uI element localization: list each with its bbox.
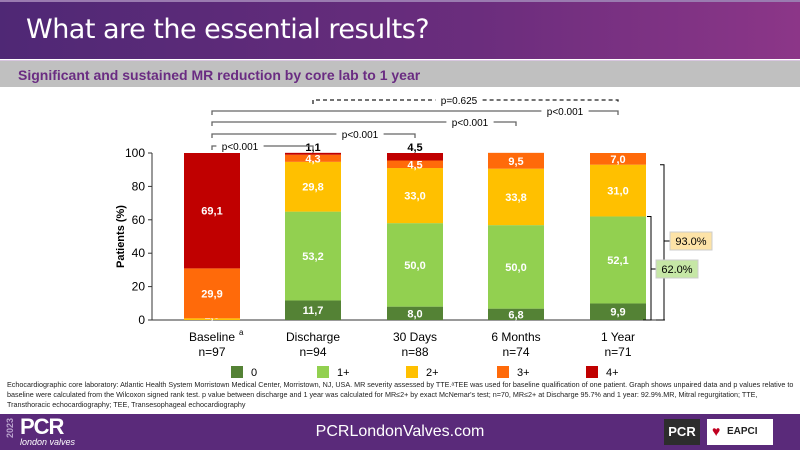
data-label: 11,7	[303, 305, 324, 317]
data-label: 29,8	[302, 182, 323, 194]
footer-url[interactable]: PCRLondonValves.com	[315, 423, 485, 440]
bar-segment-0	[590, 303, 646, 320]
data-label: 4,3	[305, 153, 320, 165]
legend-swatch-1+	[317, 366, 329, 378]
comparison-bracket	[211, 145, 314, 150]
legend-swatch-2+	[406, 366, 418, 378]
y-tick-label: 0	[138, 313, 145, 327]
partner-pcr-logo: PCR	[664, 419, 700, 445]
y-tick-label: 40	[132, 246, 146, 260]
footnote: Echocardiographic core laboratory: Atlan…	[7, 380, 794, 409]
y-tick-label: 80	[132, 179, 146, 193]
legend-label: 4+	[606, 367, 619, 379]
x-tick-n: n=74	[502, 345, 529, 359]
x-tick-label: 6 Months	[491, 330, 540, 344]
slide-header: What are the essential results?	[0, 0, 800, 59]
bar-segment-2+	[387, 168, 443, 224]
bar-segment-3+	[488, 152, 544, 169]
bar-segment-3+	[387, 160, 443, 169]
legend-label: 0	[251, 367, 257, 379]
x-tick-label: Baseline	[189, 330, 235, 344]
bar-segment-0	[488, 308, 544, 320]
data-label: 33,0	[404, 191, 425, 203]
bar-segment-2+	[590, 164, 646, 217]
comparison-bracket	[211, 121, 517, 126]
bar-segment-2+	[488, 168, 544, 226]
x-tick-superscript: a	[239, 328, 244, 337]
bar-segment-3+	[285, 154, 341, 162]
p-value-label: p<0.001	[452, 118, 489, 129]
bar-segment-1+	[488, 225, 544, 309]
pcr-logo-sub: london valves	[20, 437, 76, 447]
cumulative-bracket	[656, 164, 665, 321]
data-label: 50,0	[404, 260, 425, 272]
bar-segment-4+	[387, 153, 443, 161]
y-tick-label: 20	[132, 280, 146, 294]
bar-segment-4+	[285, 152, 341, 155]
bar-segment-1+	[387, 223, 443, 307]
data-label: 52,1	[607, 255, 628, 267]
data-label: 53,2	[302, 251, 323, 263]
bar-segment-2+	[184, 318, 240, 320]
data-label: 29,9	[201, 288, 222, 300]
comparison-bracket	[211, 133, 416, 138]
legend-label: 2+	[426, 367, 439, 379]
pcr-logo: PCR	[20, 414, 64, 439]
data-label: 31,0	[607, 186, 628, 198]
x-tick-n: n=94	[299, 345, 326, 359]
data-label: 4,5	[407, 142, 422, 154]
data-label: 9,5	[508, 156, 523, 168]
data-label: 33,8	[505, 192, 526, 204]
legend-swatch-4+	[586, 366, 598, 378]
footer: 2023 PCR london valves PCRLondonValves.c…	[0, 414, 800, 450]
data-label: 50,0	[505, 262, 526, 274]
eapci-logo: EAPCI	[707, 419, 773, 445]
y-axis-label: Patients (%)	[115, 205, 127, 268]
data-label: 7,0	[610, 154, 625, 166]
data-label: 9,9	[610, 307, 625, 319]
data-label: 69,1	[201, 206, 222, 218]
x-tick-label: 1 Year	[601, 330, 635, 344]
heart-icon: ♥	[712, 423, 721, 439]
y-tick-label: 60	[132, 213, 146, 227]
legend-swatch-3+	[497, 366, 509, 378]
bar-segment-0	[285, 300, 341, 320]
cumulative-bracket	[643, 215, 652, 321]
slide-title: What are the essential results?	[26, 14, 430, 45]
p-value-label: p<0.001	[342, 130, 379, 141]
comparison-bracket	[211, 110, 619, 115]
data-label: 4,5	[407, 159, 422, 171]
p-value-label: p=0.625	[441, 96, 478, 107]
legend-label: 3+	[517, 367, 530, 379]
y-tick-label: 100	[125, 146, 145, 160]
cumulative-label: 93.0%	[675, 236, 706, 248]
bar-segment-1+	[285, 211, 341, 301]
x-tick-label: 30 Days	[393, 330, 437, 344]
x-tick-n: n=88	[401, 345, 428, 359]
x-tick-n: n=97	[198, 345, 225, 359]
subtitle-band: Significant and sustained MR reduction b…	[0, 60, 800, 87]
cumulative-label: 62.0%	[661, 264, 692, 276]
legend-label: 1+	[337, 367, 350, 379]
data-label: 6,8	[508, 309, 523, 321]
subtitle: Significant and sustained MR reduction b…	[18, 67, 421, 83]
bar-segment-3+	[590, 153, 646, 165]
bar-segment-4+	[184, 153, 240, 269]
x-tick-n: n=71	[604, 345, 631, 359]
cumulative-label-box	[655, 259, 699, 279]
comparison-bracket	[312, 99, 619, 104]
x-tick-label: Discharge	[286, 330, 340, 344]
bar-segment-2+	[285, 161, 341, 212]
cumulative-label-box	[669, 231, 713, 251]
legend-swatch-0	[231, 366, 243, 378]
p-value-label: p<0.001	[222, 142, 259, 153]
p-value-label: p<0.001	[547, 107, 584, 118]
bar-segment-0	[387, 306, 443, 320]
bar-segment-1+	[590, 216, 646, 304]
data-label: 8,0	[407, 308, 422, 320]
bar-segment-3+	[184, 268, 240, 319]
